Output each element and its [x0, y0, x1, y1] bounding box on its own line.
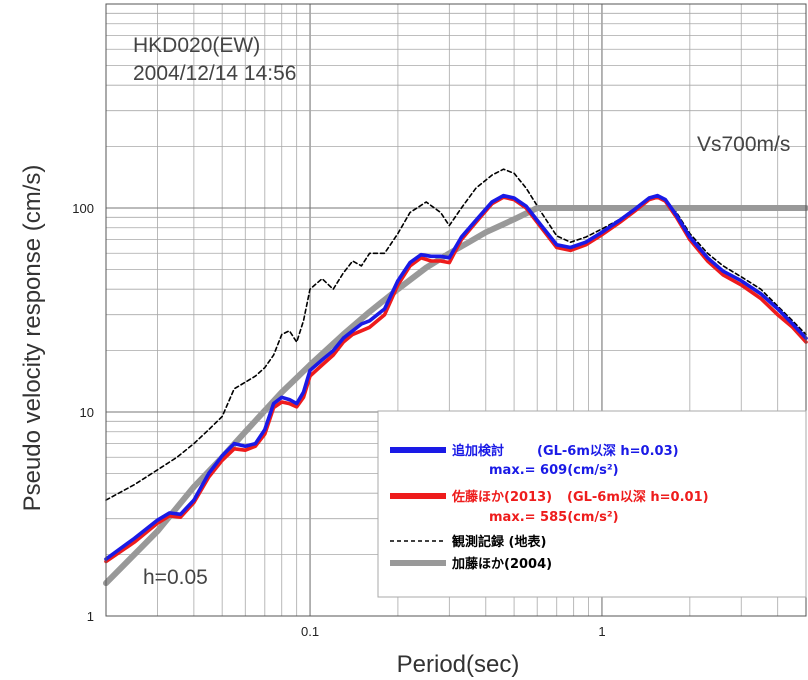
- series-layer: [103, 168, 808, 587]
- x-tick-label: 1: [598, 624, 605, 639]
- y-tick-label: 1: [87, 609, 94, 624]
- annotation-vs: Vs700m/s: [697, 133, 790, 156]
- legend-cond-tsuika: (GL-6m以深 h=0.03): [537, 443, 679, 459]
- legend-label-sato: 佐藤ほか(2013): [451, 489, 552, 505]
- y-tick-label: 100: [72, 201, 94, 216]
- annotation-damping: h=0.05: [143, 566, 208, 589]
- plot-border: [105, 3, 807, 617]
- tick-labels: 0.1 1 1 10 100: [72, 201, 605, 639]
- legend-max-sato: max.= 585(cm/s²): [489, 510, 619, 525]
- legend-max-tsuika: max.= 609(cm/s²): [489, 463, 619, 478]
- legend-box: [377, 410, 807, 598]
- annotation-datetime: 2004/12/14 14:56: [133, 62, 297, 85]
- series-line-3: [104, 193, 808, 561]
- legend-label-kato: 加藤ほか(2004): [451, 556, 552, 572]
- legend: 追加検討 (GL-6m以深 h=0.03) max.= 609(cm/s²) 佐…: [377, 410, 807, 598]
- y-axis-title: Pseudo velocity response (cm/s): [19, 165, 46, 512]
- y-tick-label: 10: [80, 405, 94, 420]
- x-tick-label: 0.1: [301, 624, 319, 639]
- legend-label-obs: 観測記録 (地表): [451, 534, 546, 550]
- series-line-0: [105, 168, 807, 501]
- legend-cond-sato: (GL-6m以深 h=0.01): [567, 489, 709, 505]
- legend-label-tsuika: 追加検討: [452, 443, 504, 459]
- annotation-station: HKD020(EW): [133, 34, 260, 57]
- x-axis-title: Period(sec): [397, 651, 520, 678]
